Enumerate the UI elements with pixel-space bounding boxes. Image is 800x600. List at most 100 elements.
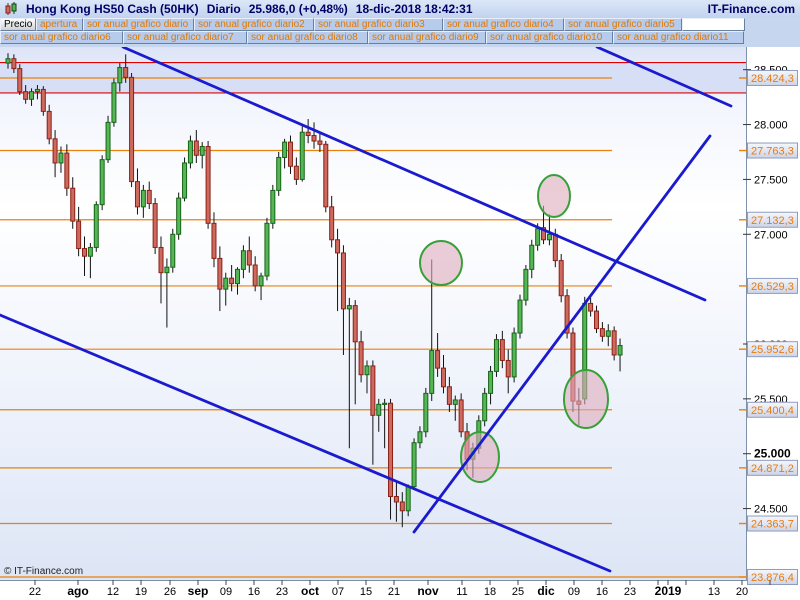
candle-body-down	[335, 239, 341, 254]
tab-precio[interactable]: Precio	[0, 18, 36, 31]
candle-body-up	[364, 365, 370, 376]
candle-body-down	[152, 203, 158, 248]
candlestick	[411, 438, 417, 489]
candlestick	[446, 376, 452, 413]
candle-body-up	[405, 486, 411, 512]
candle-body-down	[287, 141, 293, 167]
candle-body-down	[123, 66, 129, 78]
brand-link[interactable]: IT-Finance.com	[707, 2, 795, 16]
tab-sor-anual-grafico-diario7[interactable]: sor anual grafico diario7	[123, 31, 247, 44]
candle-body-up	[176, 197, 182, 235]
tab-sor-anual-grafico-diario2[interactable]: sor anual grafico diario2	[194, 18, 314, 31]
candle-body-up	[523, 268, 529, 301]
candle-body-down	[217, 257, 223, 290]
x-axis-tick-label: sep	[188, 584, 209, 598]
candle-body-up	[93, 204, 99, 248]
tab-sor-anual-grafico-diario3[interactable]: sor anual grafico diario3	[314, 18, 443, 31]
candle-body-up	[423, 392, 429, 433]
candlestick	[93, 201, 99, 252]
candle-body-up	[452, 399, 458, 405]
candle-body-up	[546, 233, 552, 241]
x-axis-tick-label: 23	[624, 586, 636, 598]
ellipse-annotation[interactable]	[537, 174, 571, 218]
candlestick	[305, 119, 311, 144]
quote-datetime: 18-dic-2018 18:42:31	[355, 2, 473, 16]
x-axis-tick-label: 16	[248, 586, 260, 598]
candlestick	[588, 297, 594, 317]
candlestick	[287, 135, 293, 174]
tab-sor-anual-grafico-diario[interactable]: sor anual grafico diario	[83, 18, 194, 31]
candlestick	[399, 492, 405, 528]
tab-sor-anual-grafico-diario5[interactable]: sor anual grafico diario5	[564, 18, 682, 31]
candle-body-down	[329, 206, 335, 241]
ellipse-annotation[interactable]	[563, 369, 609, 429]
candlestick	[417, 426, 423, 449]
candlestick	[152, 198, 158, 255]
candlestick	[211, 212, 217, 268]
price-level-label: 26.529,3	[751, 281, 794, 293]
candle-body-down	[129, 76, 135, 183]
tab-apertura[interactable]: apertura	[36, 18, 83, 31]
candle-body-up	[235, 268, 241, 285]
candlestick	[311, 122, 317, 149]
candlestick	[499, 330, 505, 369]
price-level-label-box	[747, 401, 798, 418]
candlestick	[223, 272, 229, 306]
candlestick	[299, 124, 305, 182]
candle-body-up	[105, 121, 111, 161]
upper-channel-line-right[interactable]	[595, 47, 733, 108]
tab-sor-anual-grafico-diario9[interactable]: sor anual grafico diario9	[368, 31, 486, 44]
x-axis-tick-label: 23	[276, 586, 288, 598]
x-axis-tick-label: 15	[360, 586, 372, 598]
candle-body-up	[411, 442, 417, 488]
empty-tab-slot[interactable]	[682, 18, 745, 31]
candle-body-down	[293, 165, 299, 180]
x-axis-tick-label: 25	[512, 586, 524, 598]
upper-channel-line[interactable]	[121, 47, 707, 302]
price-level-label-box	[747, 341, 798, 358]
candlestick	[240, 245, 246, 279]
price-level-label-box	[747, 568, 798, 585]
candle-body-up	[488, 370, 494, 394]
ellipse-annotation[interactable]	[419, 240, 463, 286]
candlestick	[187, 135, 193, 169]
tab-sor-anual-grafico-diario11[interactable]: sor anual grafico diario11	[613, 31, 744, 44]
tab-sor-anual-grafico-diario8[interactable]: sor anual grafico diario8	[247, 31, 368, 44]
y-axis-tick-label: 27.500	[754, 174, 788, 186]
x-axis-tick-label: 09	[568, 586, 580, 598]
tab-sor-anual-grafico-diario10[interactable]: sor anual grafico diario10	[486, 31, 613, 44]
candlestick	[40, 86, 46, 116]
x-axis-tick-label: 20	[736, 586, 748, 598]
instrument-title: Hong Kong HS50 Cash (50HK)	[26, 2, 199, 16]
candlestick	[164, 258, 170, 328]
candlestick	[158, 236, 164, 304]
candlestick	[440, 354, 446, 394]
candle-body-down	[323, 143, 329, 208]
candle-body-up	[282, 141, 288, 158]
candle-body-up	[223, 277, 229, 290]
ellipse-annotation[interactable]	[460, 431, 500, 483]
candlestick	[382, 398, 388, 449]
x-axis-tick-label: 13	[708, 586, 720, 598]
candlestick	[17, 64, 23, 95]
candle-body-down	[52, 138, 58, 164]
x-axis-tick-label: 18	[484, 586, 496, 598]
candlestick	[523, 264, 529, 306]
lower-channel-line[interactable]	[0, 313, 612, 573]
candlestick	[129, 72, 135, 188]
candlestick	[505, 349, 511, 394]
candle-body-down	[211, 222, 217, 259]
ascending-support-line[interactable]	[412, 134, 712, 534]
last-quote: 25.986,0 (+0,48%)	[248, 2, 348, 16]
candle-body-up	[429, 350, 435, 394]
candle-body-down	[205, 145, 211, 224]
candlestick	[170, 228, 176, 273]
candle-body-up	[164, 266, 170, 274]
candlestick	[105, 115, 111, 163]
tab-sor-anual-grafico-diario4[interactable]: sor anual grafico diario4	[443, 18, 564, 31]
tab-sor-anual-grafico-diario6[interactable]: sor anual grafico diario6	[0, 31, 123, 44]
candle-body-up	[111, 82, 117, 123]
candle-body-down	[370, 365, 376, 416]
x-axis-tick-label: 22	[29, 586, 41, 598]
candlestick	[329, 195, 335, 248]
